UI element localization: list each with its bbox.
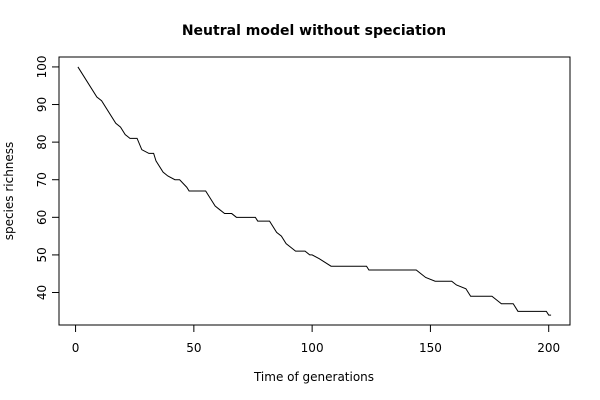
y-tick-label: 40 [35, 285, 49, 300]
y-tick-label: 60 [35, 210, 49, 225]
x-tick-label: 150 [419, 341, 442, 355]
x-tick-label: 200 [537, 341, 560, 355]
x-tick-label: 0 [72, 341, 80, 355]
x-axis-label: Time of generations [253, 370, 374, 384]
x-tick-label: 50 [186, 341, 201, 355]
y-tick-label: 100 [35, 55, 49, 78]
y-tick-label: 50 [35, 247, 49, 262]
chart-title: Neutral model without speciation [182, 23, 446, 39]
y-tick-label: 90 [35, 97, 49, 112]
y-tick-label: 80 [35, 134, 49, 149]
data-line [77, 66, 552, 316]
x-tick-label: 100 [301, 341, 324, 355]
y-tick-label: 70 [35, 172, 49, 187]
y-axis-label: species richness [2, 142, 16, 241]
